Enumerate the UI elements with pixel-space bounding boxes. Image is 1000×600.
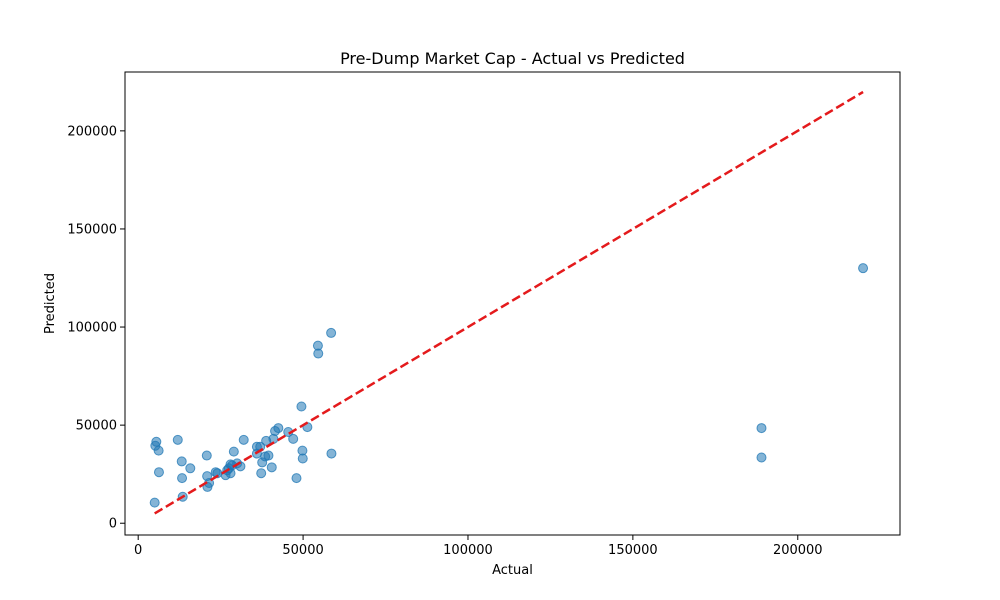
x-tick-label: 100000: [443, 543, 493, 558]
scatter-point: [177, 473, 188, 484]
chart-title: Pre-Dump Market Cap - Actual vs Predicte…: [340, 49, 685, 68]
scatter-point: [291, 473, 302, 484]
y-tick-label: 0: [109, 517, 117, 532]
x-tick-label: 200000: [773, 543, 823, 558]
scatter-point: [149, 497, 160, 508]
scatter-point: [201, 450, 212, 461]
scatter-point: [756, 452, 767, 463]
y-axis-label: Predicted: [43, 273, 58, 334]
scatter-point: [185, 463, 196, 474]
scatter-point: [176, 456, 187, 467]
scatter-point: [288, 433, 299, 444]
scatter-point: [263, 450, 274, 461]
x-tick-label: 50000: [282, 543, 323, 558]
scatter-point: [273, 423, 284, 434]
scatter-point: [858, 263, 869, 274]
reference-line: [154, 90, 864, 515]
scatter-point: [172, 434, 183, 445]
x-axis-label: Actual: [492, 563, 533, 578]
y-tick-label: 200000: [67, 124, 117, 139]
scatter-point: [153, 445, 164, 456]
scatter-point: [756, 423, 767, 434]
scatter-point: [326, 448, 337, 459]
axes-frame: [124, 71, 901, 536]
y-tick-label: 100000: [67, 321, 117, 336]
x-tick-label: 150000: [608, 543, 658, 558]
plot-layer: [149, 90, 869, 515]
y-tick-label: 50000: [76, 419, 117, 434]
scatter-point: [297, 453, 308, 464]
scatter-point: [238, 434, 249, 445]
y-tick-label: 150000: [67, 222, 117, 237]
scatter-point: [296, 401, 307, 412]
scatter-point: [228, 446, 239, 457]
x-tick-label: 0: [134, 543, 142, 558]
scatter-point: [313, 348, 324, 359]
scatter-point: [326, 327, 337, 338]
scatter-point: [256, 468, 267, 479]
scatter-point: [153, 467, 164, 478]
x-axis-ticks: 0 50000 100000 150000 200000: [134, 535, 823, 558]
scatter-point: [266, 462, 277, 473]
y-axis-ticks: 0 50000 100000 150000 200000: [67, 124, 125, 532]
scatter-point: [151, 436, 162, 447]
